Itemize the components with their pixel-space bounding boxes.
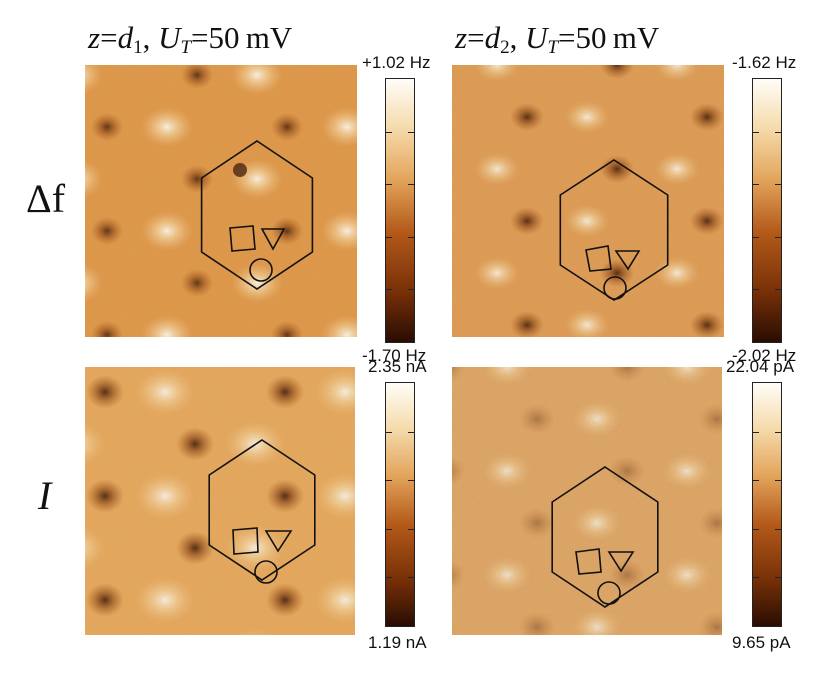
colorbar-max-label-current-d1: 2.35 nA	[368, 357, 427, 376]
colorbar-min-label-df-d1: -1.70 Hz	[362, 346, 427, 365]
colorbar-current-d1	[385, 382, 415, 627]
colorbar-current-d2	[752, 382, 782, 627]
colorbar-min-label-df-d2: -2.02 Hz	[732, 346, 797, 365]
colorbar-df-d1	[385, 78, 415, 343]
colorbar-min-label-current-d2: 9.65 pA	[732, 633, 791, 652]
colorbar-max-label-df-d2: -1.62 Hz	[732, 53, 797, 72]
colorbar-max-label-current-d2: 22.04 pA	[726, 357, 795, 376]
colorbar-df-d2	[752, 78, 782, 343]
stm-image-current-d1	[85, 367, 355, 635]
colorbar-min-label-current-d1: 1.19 nA	[368, 633, 427, 652]
afm-image-df-d1	[85, 65, 357, 337]
row-label-delta-f: Δf	[26, 176, 66, 221]
column-title-1: z=d1, UT=50 mV	[88, 20, 293, 58]
colorbar-max-label-df-d1: +1.02 Hz	[362, 53, 431, 72]
row-label-current: I	[38, 473, 52, 518]
afm-image-df-d2	[452, 65, 724, 337]
column-title-2: z=d2, UT=50 mV	[455, 20, 660, 58]
stm-image-current-d2	[452, 367, 722, 635]
